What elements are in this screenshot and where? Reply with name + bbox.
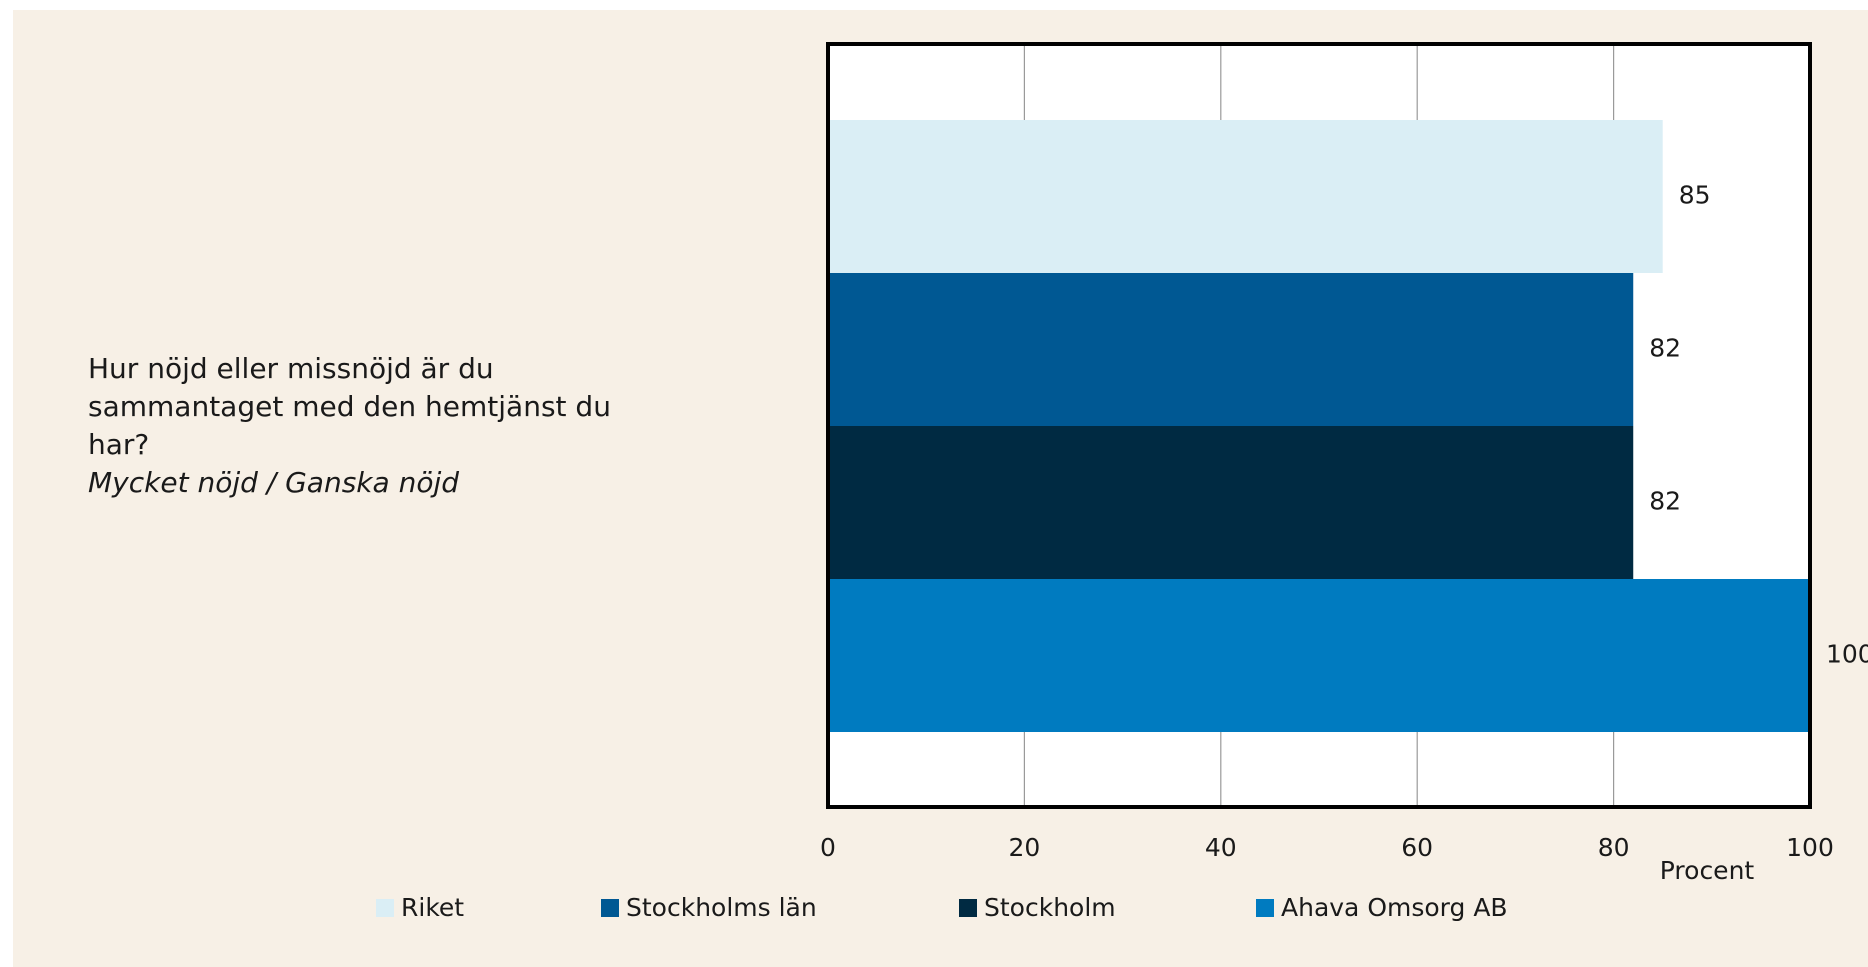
x-tick-label: 80 — [1598, 833, 1630, 862]
value-label: 82 — [1649, 487, 1681, 516]
bar — [828, 273, 1634, 426]
x-tick-label: 0 — [820, 833, 836, 862]
x-tick-label: 100 — [1786, 833, 1834, 862]
question-note: Mycket nöjd / Ganska nöjd — [88, 466, 459, 499]
legend-label: Riket — [401, 893, 464, 922]
value-label: 82 — [1649, 334, 1681, 363]
legend-label: Stockholm — [984, 893, 1116, 922]
question-text: Hur nöjd eller missnöjd är du sammantage… — [88, 352, 611, 461]
category-label: Hur nöjd eller missnöjd är du sammantage… — [88, 350, 628, 502]
legend-label: Ahava Omsorg AB — [1281, 893, 1508, 922]
legend-swatch — [376, 899, 394, 917]
x-tick-label: 60 — [1401, 833, 1433, 862]
legend-swatch — [959, 899, 977, 917]
bar — [828, 426, 1634, 579]
x-tick-label: 40 — [1205, 833, 1237, 862]
legend-label: Stockholms län — [626, 893, 817, 922]
value-label: 100 — [1826, 640, 1868, 669]
legend-swatch — [601, 899, 619, 917]
x-axis-label: Procent — [1660, 856, 1755, 885]
x-tick-label: 20 — [1008, 833, 1040, 862]
bar — [828, 579, 1810, 732]
bar — [828, 120, 1663, 273]
value-label: 85 — [1679, 181, 1711, 210]
legend-swatch — [1256, 899, 1274, 917]
plot-frame — [826, 42, 1812, 809]
